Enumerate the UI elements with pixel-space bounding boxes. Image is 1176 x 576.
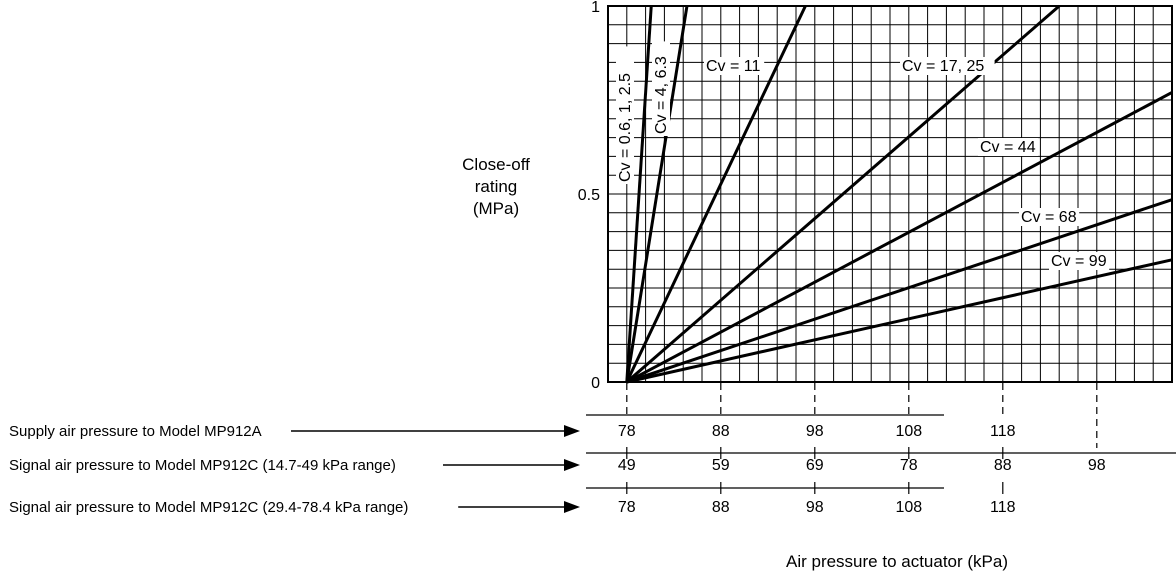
scale-name: Signal air pressure to Model MP912C (14.… bbox=[9, 457, 396, 474]
series-label-3: Cv = 11 bbox=[706, 58, 761, 75]
series-label-bg bbox=[1049, 252, 1110, 270]
series-line-7 bbox=[626, 258, 1173, 384]
scale-tick-label: 49 bbox=[618, 457, 636, 474]
plot-frame bbox=[607, 5, 1173, 383]
scale-tick-label: 118 bbox=[990, 423, 1016, 440]
scale-tick-label: 88 bbox=[712, 499, 730, 516]
scale-name: Supply air pressure to Model MP912A bbox=[9, 423, 262, 440]
scale-tick-label: 78 bbox=[900, 457, 918, 474]
y-tick-label: 0 bbox=[591, 375, 600, 392]
scale-tick-label: 59 bbox=[712, 457, 730, 474]
scale-tick-label: 98 bbox=[1088, 457, 1106, 474]
series-label-1: Cv = 0.6, 1, 2.5 bbox=[617, 73, 634, 182]
series-label-bg bbox=[704, 57, 765, 75]
scale-tick-label: 118 bbox=[990, 499, 1016, 516]
scale-tick-label: 78 bbox=[618, 423, 636, 440]
scale-tick-label: 78 bbox=[618, 499, 636, 516]
y-tick-label: 1 bbox=[591, 0, 600, 16]
arrow-head-icon bbox=[564, 459, 580, 471]
y-axis-label-line: (MPa) bbox=[473, 199, 519, 218]
series-line-3 bbox=[625, 5, 807, 383]
arrow-head-icon bbox=[564, 501, 580, 513]
scale-tick-label: 69 bbox=[806, 457, 824, 474]
series-line-6 bbox=[626, 198, 1173, 384]
scale-tick-label: 108 bbox=[895, 423, 922, 440]
tick-leaders bbox=[626, 383, 1098, 448]
series-label-bg bbox=[1019, 208, 1080, 226]
scale-name: Signal air pressure to Model MP912C (29.… bbox=[9, 499, 408, 516]
series-label-2: Cv = 4, 6.3 bbox=[653, 56, 670, 134]
pressure-scales: Supply air pressure to Model MP912A 78 88 9… bbox=[9, 414, 1176, 516]
series-label-5: Cv = 44 bbox=[980, 139, 1036, 156]
series-label-4: Cv = 17, 25 bbox=[902, 58, 984, 75]
series-label-bg bbox=[652, 41, 670, 136]
scale-tick-label: 88 bbox=[994, 457, 1012, 474]
series-label-bg bbox=[978, 138, 1039, 156]
series-line-1 bbox=[625, 5, 653, 383]
series-label-6: Cv = 68 bbox=[1021, 209, 1077, 226]
series-labels: Cv = 0.6, 1, 2.5 Cv = 4, 6.3 Cv = 11 Cv = 1… bbox=[616, 41, 1110, 270]
arrow-head-icon bbox=[564, 425, 580, 437]
y-axis-label-line: Close-off bbox=[462, 155, 530, 174]
scale-tick-label: 98 bbox=[806, 499, 824, 516]
series-label-7: Cv = 99 bbox=[1051, 253, 1107, 270]
y-axis-label: Close-off rating (MPa) bbox=[462, 155, 530, 218]
series-label-bg bbox=[616, 46, 634, 185]
series-line-2 bbox=[625, 5, 689, 383]
scale-tick-label: 108 bbox=[895, 499, 922, 516]
plot-border bbox=[607, 5, 1173, 383]
y-tick-labels: 00.51 bbox=[578, 0, 600, 392]
x-axis-label: Air pressure to actuator (kPa) bbox=[786, 552, 1008, 571]
series-label-bg bbox=[900, 57, 995, 75]
scale-tick-label: 98 bbox=[806, 423, 824, 440]
y-tick-label: 0.5 bbox=[578, 187, 600, 204]
series-line-5 bbox=[626, 91, 1173, 384]
y-axis-label-line: rating bbox=[475, 177, 518, 196]
scale-tick-label: 88 bbox=[712, 423, 730, 440]
